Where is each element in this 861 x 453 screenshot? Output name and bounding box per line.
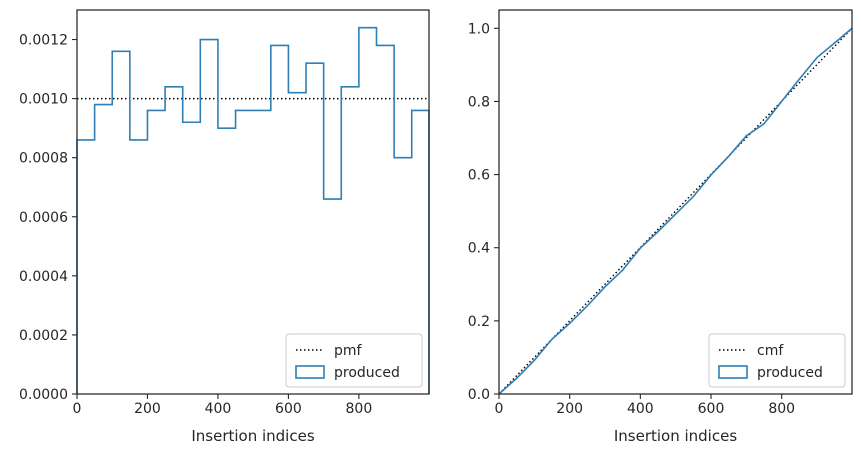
y-tick-label: 1.0 (468, 21, 490, 37)
series-produced-line (498, 27, 853, 395)
y-tick-label: 0.0008 (19, 151, 68, 167)
legend-label-pmf: pmf (334, 343, 363, 359)
pmf-histogram-panel: 0 200 400 600 800 0.0000 0.0002 0.0004 0.0006 0.0… (19, 9, 430, 445)
axes-frame (498, 9, 853, 395)
y-tick-label: 0.0006 (19, 210, 68, 226)
legend-box (708, 333, 846, 388)
x-tick-label: 200 (556, 401, 583, 417)
x-tick-label: 600 (275, 401, 302, 417)
legend-swatch-produced (295, 365, 325, 379)
x-tick-label: 0 (495, 401, 504, 417)
y-tick-label: 0.0010 (19, 92, 68, 108)
axes-frame (76, 9, 430, 395)
series-produced-line (76, 26, 430, 394)
y-tick-label: 0.4 (468, 241, 490, 257)
x-tick-label: 800 (768, 401, 795, 417)
x-tick-label: 200 (134, 401, 161, 417)
y-tick-label: 0.0012 (19, 33, 68, 49)
x-tick-label: 400 (205, 401, 232, 417)
cmf-line-panel: 0 200 400 600 800 0.0 0.2 0.4 0.6 0.8 1.0 Insertion… (468, 9, 853, 445)
x-tick-label: 600 (698, 401, 725, 417)
x-tick-label: 0 (73, 401, 82, 417)
y-tick-label: 0.6 (468, 168, 490, 184)
legend-label-cmf: cmf (757, 343, 784, 359)
y-tick-label: 0.8 (468, 94, 490, 110)
legend-label-produced: produced (757, 365, 823, 381)
y-tick-label: 0.0000 (19, 387, 68, 403)
x-tick-label: 800 (346, 401, 373, 417)
legend-swatch-produced (718, 365, 748, 379)
x-axis-label: Insertion indices (191, 427, 314, 445)
y-tick-label: 0.0 (468, 387, 490, 403)
legend-box (285, 333, 423, 388)
y-tick-label: 0.0002 (19, 328, 68, 344)
y-tick-label: 0.0004 (19, 269, 68, 285)
y-tick-label: 0.2 (468, 314, 490, 330)
x-tick-label: 400 (627, 401, 654, 417)
x-axis-label: Insertion indices (614, 427, 737, 445)
legend-label-produced: produced (334, 365, 400, 381)
